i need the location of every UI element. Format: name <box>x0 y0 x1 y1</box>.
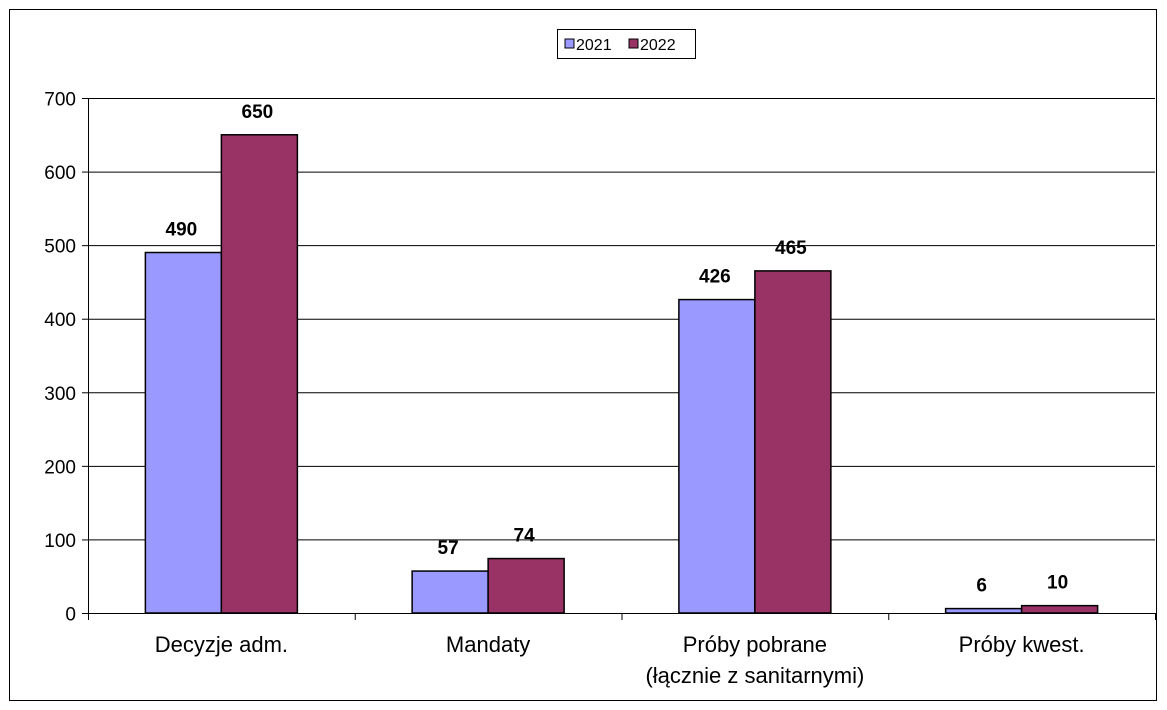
category-label: (łącznie z sanitarnymi) <box>645 663 864 688</box>
legend-label: 2021 <box>576 37 612 54</box>
data-label: 426 <box>699 267 731 288</box>
data-label: 6 <box>976 576 987 597</box>
category-label: Próby kwest. <box>959 632 1085 657</box>
bar-2022 <box>1020 604 1099 614</box>
bar-2021 <box>678 298 756 614</box>
legend-swatch-2021 <box>564 38 575 49</box>
bar-2021 <box>944 607 1023 614</box>
y-tick-label: 700 <box>44 90 76 111</box>
y-tick-label: 500 <box>44 237 76 258</box>
data-label: 490 <box>166 220 198 241</box>
legend-box <box>557 29 696 59</box>
category-label: Mandaty <box>446 632 530 657</box>
data-label: 465 <box>775 238 807 259</box>
y-tick-label: 300 <box>44 384 76 405</box>
bar-2021 <box>144 251 223 614</box>
bar-2022 <box>220 134 299 614</box>
data-label: 10 <box>1047 573 1068 594</box>
bar-2022 <box>754 270 832 614</box>
category-label: Decyzje adm. <box>155 632 288 657</box>
legend-label: 2022 <box>640 37 676 54</box>
data-label: 650 <box>242 102 274 123</box>
legend-swatch-2022 <box>628 38 639 49</box>
y-tick-label: 600 <box>44 163 76 184</box>
y-tick-label: 100 <box>44 531 76 552</box>
y-tick-label: 200 <box>44 457 76 478</box>
bar-2022 <box>487 557 565 614</box>
bar-2021 <box>411 570 489 614</box>
category-label: Próby pobrane <box>683 632 827 657</box>
data-label: 74 <box>514 526 536 547</box>
y-tick-label: 0 <box>65 605 76 626</box>
y-tick-label: 400 <box>44 310 76 331</box>
data-label: 57 <box>438 538 459 559</box>
